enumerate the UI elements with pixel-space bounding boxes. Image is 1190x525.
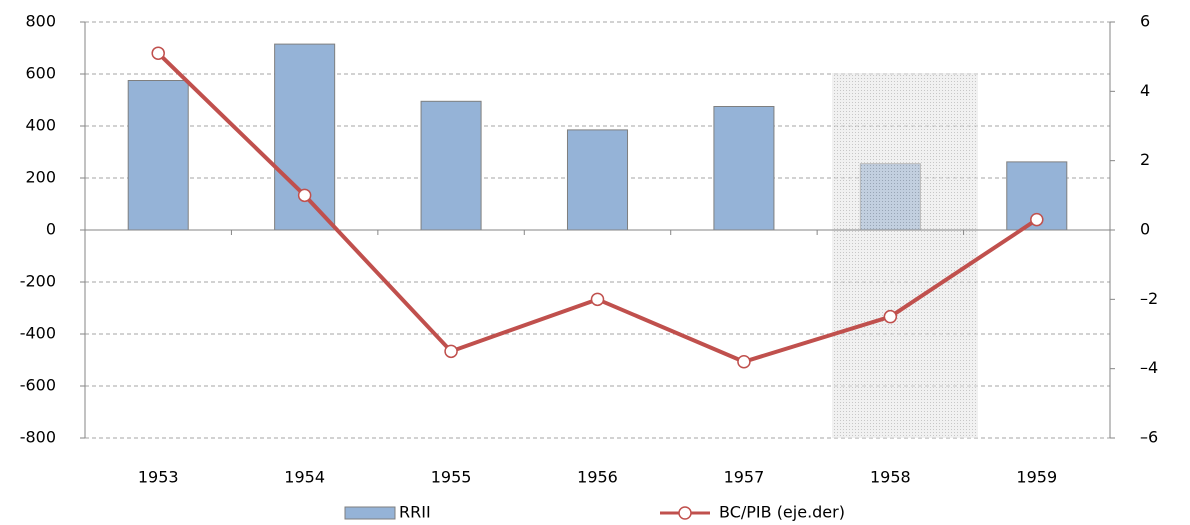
line-marker bbox=[590, 292, 605, 307]
y-tick-label: 600 bbox=[25, 64, 56, 83]
x-tick-label: 1956 bbox=[577, 468, 618, 487]
y2-tick-label: –2 bbox=[1140, 289, 1158, 308]
legend: RRII BC/PIB (eje.der) bbox=[344, 503, 845, 522]
line-marker bbox=[444, 344, 458, 359]
axes: -800 -600 -400 -200 0 200 400 600 800 –6 –4 –2 0 2 4 6 1… bbox=[20, 12, 1159, 487]
x-tick-label: 1957 bbox=[724, 468, 765, 487]
legend-swatch bbox=[344, 506, 396, 520]
x-tick-label: 1958 bbox=[870, 468, 911, 487]
y-tick-label: -200 bbox=[20, 272, 56, 291]
legend-label: BC/PIB (eje.der) bbox=[719, 503, 845, 522]
line-marker bbox=[297, 188, 312, 203]
y-tick-label: 800 bbox=[25, 12, 56, 31]
line-series bbox=[151, 46, 1044, 369]
bar bbox=[274, 43, 336, 231]
line-marker bbox=[883, 309, 898, 324]
y2-tick-label: 4 bbox=[1140, 81, 1150, 100]
y2-tick-label: 6 bbox=[1140, 12, 1150, 31]
y2-tick-label: 2 bbox=[1140, 150, 1150, 169]
legend-label: RRII bbox=[399, 503, 431, 522]
y-tick-label: 400 bbox=[25, 116, 56, 135]
x-tick-label: 1953 bbox=[138, 468, 179, 487]
line-marker bbox=[151, 46, 165, 60]
y-tick-label: 0 bbox=[46, 220, 56, 239]
x-tick-label: 1954 bbox=[284, 468, 325, 487]
y2-tick-label: –4 bbox=[1140, 358, 1158, 377]
line-marker bbox=[1030, 212, 1044, 227]
y-tick-label: -400 bbox=[20, 324, 56, 343]
x-tick-label: 1959 bbox=[1016, 468, 1057, 487]
bar bbox=[127, 80, 189, 231]
bar bbox=[713, 106, 775, 231]
bar bbox=[566, 129, 629, 231]
bar bbox=[420, 100, 482, 231]
x-tick-label: 1955 bbox=[431, 468, 472, 487]
y-tick-label: -800 bbox=[20, 428, 56, 447]
line-marker bbox=[737, 354, 751, 369]
y-tick-label: 200 bbox=[25, 168, 56, 187]
y2-tick-label: –6 bbox=[1140, 428, 1158, 447]
shaded-period bbox=[832, 73, 978, 438]
legend-marker bbox=[678, 506, 692, 520]
y-tick-label: -600 bbox=[20, 376, 56, 395]
y2-tick-label: 0 bbox=[1140, 220, 1150, 239]
bars bbox=[127, 43, 1068, 231]
